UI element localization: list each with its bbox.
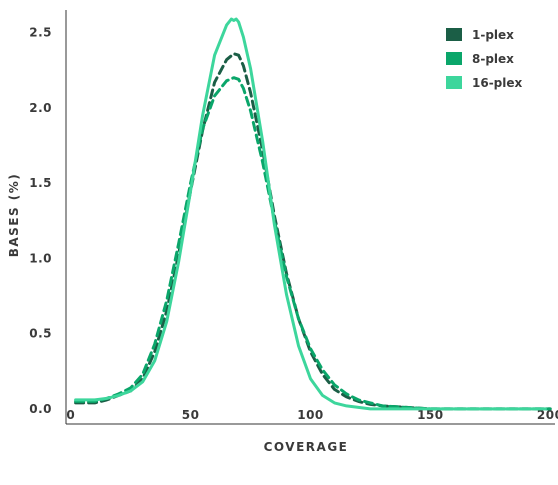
y-axis-title: BASES (%) — [7, 173, 21, 258]
x-tick-label: 50 — [182, 408, 200, 422]
legend-swatch — [446, 52, 462, 65]
x-axis-title: COVERAGE — [264, 440, 349, 454]
axes — [65, 10, 555, 425]
legend-label: 16-plex — [472, 76, 523, 90]
y-tick-label: 1.0 — [29, 251, 52, 265]
x-tick-labels: 0 50 100 150 200 — [66, 408, 558, 422]
legend-label: 8-plex — [472, 52, 514, 66]
legend-label: 1-plex — [472, 28, 514, 42]
x-tick-label: 200 — [537, 408, 558, 422]
legend-swatch — [446, 28, 462, 41]
x-tick-label: 150 — [417, 408, 444, 422]
y-tick-label: 2.5 — [29, 26, 52, 40]
series-line-8-plex — [74, 76, 552, 411]
series-lines — [74, 17, 552, 411]
x-tick-label: 100 — [297, 408, 324, 422]
legend-swatch — [446, 76, 462, 89]
y-tick-label: 2.0 — [29, 101, 52, 115]
y-tick-labels: 0.0 0.5 1.0 1.5 2.0 2.5 — [29, 26, 52, 416]
legend: 1-plex 8-plex 16-plex — [446, 28, 523, 90]
y-tick-label: 0.5 — [29, 327, 52, 341]
series-line-16-plex — [74, 17, 547, 411]
y-tick-label: 1.5 — [29, 176, 52, 190]
x-tick-label: 0 — [66, 408, 75, 422]
y-tick-label: 0.0 — [29, 402, 52, 416]
